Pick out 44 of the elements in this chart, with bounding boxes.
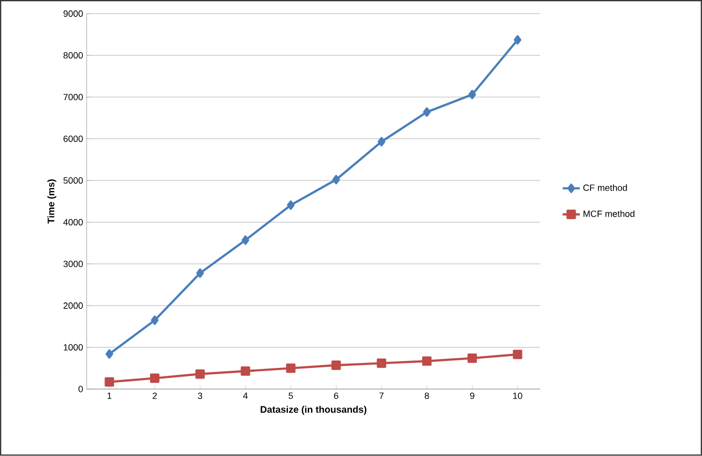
- y-tick-label: 3000: [63, 260, 83, 268]
- x-tick-label: 8: [424, 392, 429, 400]
- point: [378, 137, 386, 147]
- x-tick-label: 4: [243, 392, 248, 399]
- x-tick-label: 5: [288, 392, 293, 400]
- point: [332, 175, 340, 184]
- point: [376, 358, 386, 368]
- point: [195, 369, 205, 379]
- point: [196, 268, 204, 278]
- point: [106, 349, 114, 359]
- y-tick-label: 5000: [63, 177, 83, 184]
- y-tick-label: 0: [78, 386, 83, 392]
- point: [423, 107, 431, 117]
- point: [468, 90, 476, 100]
- legend-label: MCF method: [584, 210, 634, 218]
- point: [331, 360, 341, 370]
- x-tick-label: 7: [379, 392, 384, 399]
- point: [512, 350, 522, 360]
- x-tick-label: 6: [334, 392, 338, 400]
- y-axis-title: Time (ms): [47, 180, 56, 224]
- x-tick-label: 3: [198, 392, 202, 400]
- y-tick-label: 4000: [63, 219, 83, 226]
- point: [104, 377, 114, 387]
- y-tick-label: 6000: [64, 136, 83, 142]
- point: [242, 236, 250, 245]
- point: [150, 316, 159, 326]
- point: [240, 366, 250, 376]
- y-tick-label: 1000: [64, 344, 83, 351]
- point: [514, 35, 522, 45]
- point: [467, 354, 477, 364]
- legend-label: CF method: [583, 184, 627, 192]
- y-tick-label: 8000: [64, 52, 83, 59]
- x-axis-title: Datasize (in thousands): [260, 406, 366, 415]
- point: [422, 356, 432, 366]
- point: [286, 364, 296, 374]
- y-tick-label: 7000: [64, 94, 83, 100]
- x-tick-label: 9: [470, 392, 474, 400]
- point: [150, 374, 160, 384]
- x-tick-label: 1: [108, 392, 112, 399]
- point: [286, 200, 295, 210]
- x-tick-label: 10: [513, 392, 522, 400]
- x-tick-label: 2: [152, 392, 157, 400]
- y-tick-label: 9000: [64, 10, 83, 17]
- y-tick-label: 2000: [64, 302, 83, 309]
